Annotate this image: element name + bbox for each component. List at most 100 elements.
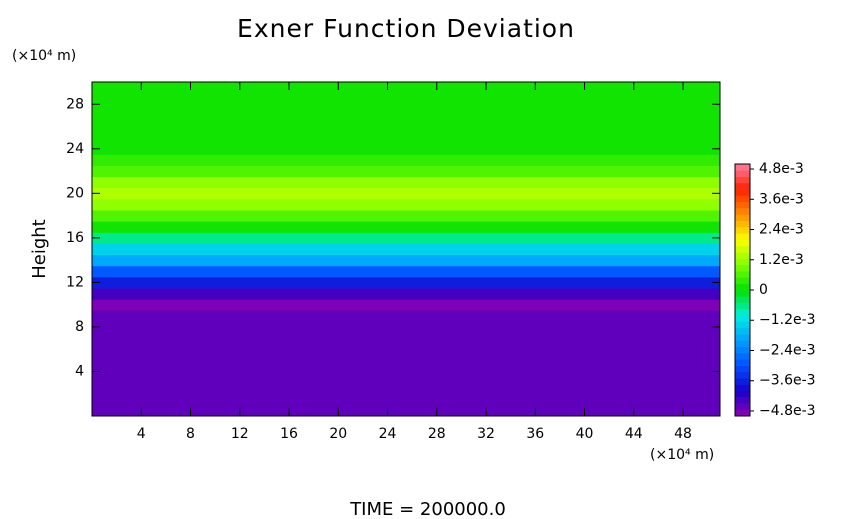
contour-band — [92, 332, 720, 345]
colorbar-level — [735, 195, 750, 203]
colorbar-level — [735, 409, 750, 417]
y-tick-label: 28 — [66, 96, 84, 112]
colorbar-level — [735, 189, 750, 196]
colorbar-tick-label: 2.4e-3 — [759, 222, 804, 238]
colorbar-level — [735, 290, 750, 297]
x-tick-label: 28 — [428, 426, 446, 442]
colorbar-level — [735, 252, 750, 259]
plot-frame — [91, 81, 721, 417]
contour-band — [92, 198, 720, 211]
colorbar-level — [735, 346, 750, 354]
colorbar-level — [735, 302, 750, 310]
contour-band — [92, 210, 720, 222]
colorbar-level — [735, 214, 750, 221]
colorbar-level — [735, 176, 750, 184]
contour-band — [92, 232, 720, 244]
contour-band — [92, 399, 720, 411]
y-tick-label: 20 — [66, 185, 84, 201]
chart-title: Exner Function Deviation — [237, 14, 575, 43]
contour-band — [92, 154, 720, 166]
colorbar-level — [735, 384, 750, 392]
y-axis-label: Height — [29, 219, 50, 279]
contour-band — [92, 299, 720, 311]
contour-band — [92, 132, 720, 144]
contour-band — [92, 388, 720, 400]
colorbar-level — [735, 403, 750, 410]
colorbar-level — [735, 208, 750, 215]
colorbar-level — [735, 397, 750, 404]
colorbar-level — [735, 239, 750, 247]
contour-band — [92, 310, 720, 322]
colorbar-level — [735, 334, 750, 341]
colorbar-level — [735, 296, 750, 303]
contour-band — [92, 143, 720, 155]
colorbar-tick-label: −2.4e-3 — [759, 342, 816, 358]
contour-band — [92, 221, 720, 233]
x-tick-label: 36 — [526, 426, 544, 442]
x-unit: (×10⁴ m) — [650, 447, 714, 463]
colorbar-level — [735, 371, 750, 379]
colorbar-level — [735, 264, 750, 272]
contour-band — [92, 176, 720, 189]
colorbar-level — [735, 327, 750, 335]
colorbar-level — [735, 353, 750, 360]
contour-band — [92, 265, 720, 278]
annotation: TIME = 200000.0 — [349, 499, 506, 519]
x-tick-label: 8 — [186, 426, 195, 442]
contour-band — [92, 343, 720, 356]
colorbar-tick-label: −3.6e-3 — [759, 373, 816, 389]
colorbar-tick-label: −4.8e-3 — [759, 403, 816, 419]
colorbar-level — [735, 245, 750, 253]
colorbar-level — [735, 359, 750, 366]
contour-band — [92, 98, 720, 111]
contour-band — [92, 254, 720, 267]
colorbar-tick-label: 1.2e-3 — [759, 252, 804, 268]
colorbar-level — [735, 365, 750, 373]
x-tick-label: 24 — [379, 426, 397, 442]
colorbar-level — [735, 170, 750, 177]
colorbar-level — [735, 378, 750, 385]
contour-band — [92, 87, 720, 100]
x-tick-label: 12 — [231, 426, 249, 442]
y-tick-label: 4 — [75, 363, 84, 379]
colorbar-tick-label: −1.2e-3 — [759, 312, 816, 328]
y-tick-label: 8 — [75, 319, 84, 335]
contour-band — [92, 365, 720, 378]
colorbar-level — [735, 164, 750, 171]
contour-band — [92, 165, 720, 178]
colorbar-level — [735, 201, 750, 209]
contour-band — [92, 82, 720, 89]
contour-band — [92, 120, 720, 133]
x-tick-label: 44 — [625, 426, 643, 442]
contour-band — [92, 410, 720, 417]
x-tick-label: 16 — [280, 426, 298, 442]
colorbar-level — [735, 283, 750, 291]
y-unit: (×10⁴ m) — [12, 48, 76, 64]
colorbar-tick-label: 3.6e-3 — [759, 191, 804, 207]
contour-band — [92, 243, 720, 256]
colorbar-level — [735, 233, 750, 240]
colorbar-level — [735, 271, 750, 278]
contour-band — [92, 287, 720, 300]
x-tick-label: 32 — [477, 426, 495, 442]
x-tick-label: 20 — [329, 426, 347, 442]
colorbar-tick-label: 0 — [759, 282, 768, 298]
contour-band — [92, 276, 720, 289]
contour-band — [92, 187, 720, 200]
colorbar-level — [735, 390, 750, 398]
colorbar-level — [735, 308, 750, 316]
x-tick-label: 4 — [137, 426, 146, 442]
x-tick-label: 40 — [576, 426, 594, 442]
contour-band — [92, 109, 720, 122]
colorbar-tick-label: 4.8e-3 — [759, 161, 804, 177]
colorbar-level — [735, 321, 750, 329]
colorbar-level — [735, 220, 750, 228]
colorbar-level — [735, 182, 750, 190]
y-tick-label: 12 — [66, 274, 84, 290]
colorbar-level — [735, 277, 750, 284]
colorbar-level — [735, 258, 750, 266]
colorbar-level — [735, 340, 750, 347]
y-tick-label: 24 — [66, 141, 84, 157]
contour-band — [92, 321, 720, 333]
x-tick-label: 48 — [674, 426, 692, 442]
